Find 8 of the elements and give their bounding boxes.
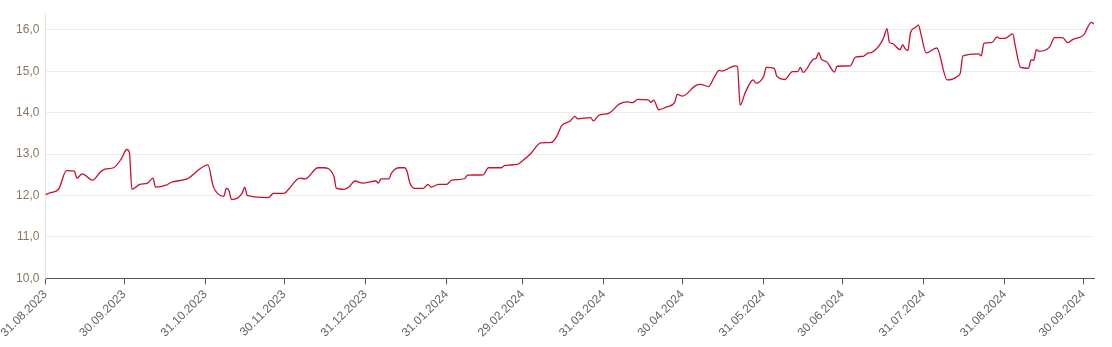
y-tick-label: 11,0: [17, 229, 40, 244]
y-tick-label: 12,0: [16, 187, 40, 202]
y-tick-label: 14,0: [16, 104, 40, 119]
y-tick-label: 16,0: [16, 22, 40, 37]
y-tick-label: 10,0: [16, 270, 40, 285]
line-series: [45, 21, 1094, 201]
y-tick-label: 13,0: [16, 146, 40, 161]
y-tick-label: 15,0: [16, 63, 40, 78]
